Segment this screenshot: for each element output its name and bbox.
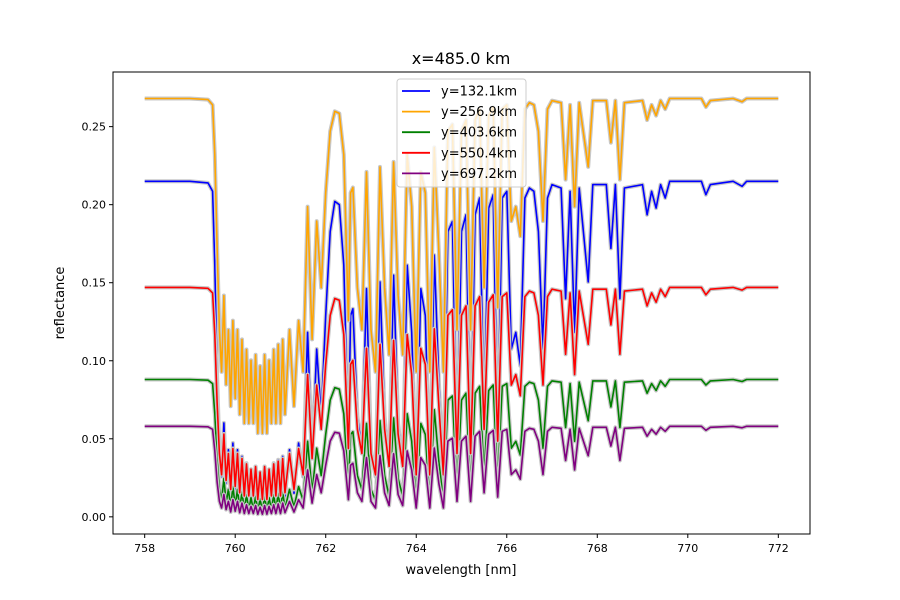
y-tick-label: 0.25 [82,121,107,134]
x-tick-label: 766 [496,542,517,555]
x-tick-label: 772 [768,542,789,555]
legend-label: y=403.6km [441,126,517,141]
y-tick-label: 0.10 [82,355,107,368]
chart-title: x=485.0 km [412,49,511,68]
x-tick-label: 760 [225,542,246,555]
plot-area-frame [112,71,811,535]
x-tick-label: 758 [134,542,155,555]
legend-label: y=132.1km [441,85,517,100]
x-axis: 758 760 762 764 766 768 770 772 [134,534,789,555]
y-tick-label: 0.00 [82,511,107,524]
y-axis: 0.00 0.05 0.10 0.15 0.20 0.25 [82,121,113,524]
y-tick-label: 0.15 [82,277,107,290]
x-axis-label: wavelength [nm] [406,563,517,578]
series-line [144,378,779,513]
legend-label: y=256.9km [441,105,517,120]
y-axis-label: reflectance [53,267,68,340]
legend: y=132.1km y=256.9km y=403.6km y=550.4km y=69… [396,78,527,188]
x-tick-label: 762 [315,542,336,555]
x-tick-label: 764 [406,542,427,555]
x-tick-label: 770 [677,542,698,555]
legend-box [396,78,527,188]
series-line [144,97,779,435]
series-line [144,286,779,501]
y-tick-label: 0.05 [82,433,107,446]
legend-label: y=697.2km [441,167,517,182]
y-tick-label: 0.20 [82,199,107,212]
series-line [144,425,779,516]
series-lines [144,96,779,517]
x-tick-label: 768 [587,542,608,555]
legend-label: y=550.4km [441,146,517,161]
